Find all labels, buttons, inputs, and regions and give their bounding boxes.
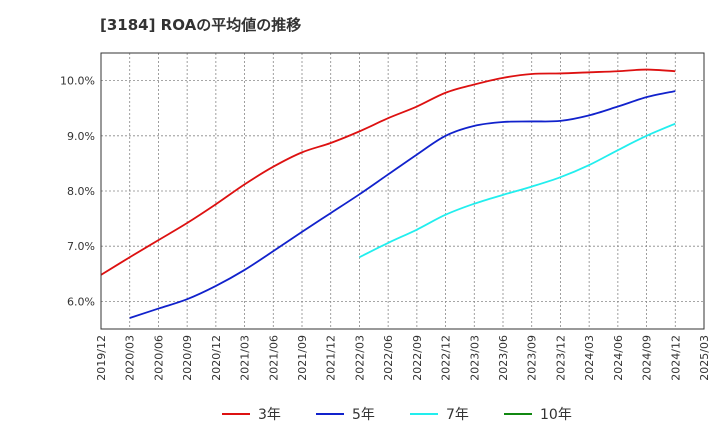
series-lines: [100, 68, 676, 319]
x-tick-label: 2025/03: [698, 335, 711, 381]
x-tick-label: 2023/12: [554, 335, 567, 381]
x-tick-label: 2024/12: [669, 335, 682, 381]
x-tick-label: 2021/12: [325, 335, 338, 381]
x-tick-label: 2022/03: [353, 335, 366, 381]
legend-label-3: 10年: [540, 407, 572, 423]
legend-label-0: 3年: [258, 407, 281, 423]
x-tick-label: 2020/06: [152, 335, 165, 381]
x-tick-label: 2022/12: [440, 335, 453, 381]
x-tick-label: 2021/09: [296, 335, 309, 381]
y-tick-label: 6.0%: [67, 295, 95, 308]
series-line-2: [359, 122, 676, 259]
x-axis-ticks: 2019/12 2020/03 2020/06 2020/09 2020/12 2021/…: [95, 335, 711, 381]
x-tick-label: 2019/12: [95, 335, 108, 381]
legend-label-1: 5年: [352, 407, 375, 423]
x-tick-label: 2020/12: [210, 335, 223, 381]
x-tick-label: 2021/06: [267, 335, 280, 381]
x-tick-label: 2022/09: [411, 335, 424, 381]
y-axis-ticks: 6.0% 7.0% 8.0% 9.0% 10.0%: [60, 75, 95, 309]
x-tick-label: 2024/06: [612, 335, 625, 381]
x-tick-label: 2023/03: [468, 335, 481, 381]
x-tick-label: 2024/09: [641, 335, 654, 381]
x-tick-label: 2020/09: [181, 335, 194, 381]
x-tick-label: 2023/06: [497, 335, 510, 381]
x-tick-label: 2024/03: [583, 335, 596, 381]
y-tick-label: 7.0%: [67, 240, 95, 253]
legend: 3年 5年 7年 10年: [222, 407, 572, 423]
legend-label-2: 7年: [446, 407, 469, 423]
grid-lines: [101, 53, 704, 329]
y-tick-label: 9.0%: [67, 130, 95, 143]
series-line-0: [100, 68, 676, 276]
chart-title: [3184] ROAの平均値の推移: [100, 16, 302, 34]
y-tick-label: 8.0%: [67, 185, 95, 198]
x-tick-label: 2022/06: [382, 335, 395, 381]
y-tick-label: 10.0%: [60, 75, 95, 88]
series-line-1: [129, 90, 676, 319]
plot-frame: [100, 52, 705, 330]
x-tick-label: 2020/03: [124, 335, 137, 381]
x-tick-label: 2021/03: [239, 335, 252, 381]
x-tick-label: 2023/09: [526, 335, 539, 381]
